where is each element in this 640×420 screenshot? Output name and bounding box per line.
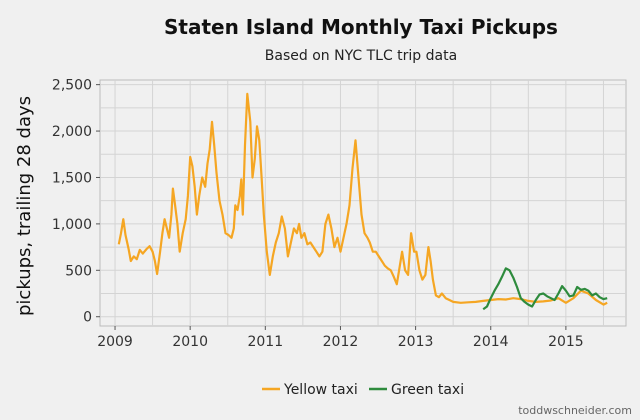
x-tick-label: 2015 [548,334,584,350]
x-tick-label: 2014 [473,334,509,350]
x-tick-label: 2009 [97,334,133,350]
chart-subtitle: Based on NYC TLC trip data [265,48,457,64]
y-tick-label: 500 [65,263,92,279]
y-axis-ticks: 0 500 1,000 1,500 2,000 2,500 [52,78,100,326]
grid-lines [100,80,626,326]
y-tick-label: 0 [83,310,92,326]
x-tick-label: 2012 [323,334,359,350]
x-tick-label: 2011 [247,334,283,350]
y-tick-label: 1,000 [52,217,92,233]
y-axis-label: pickups, trailing 28 days [14,96,35,316]
series-lines [117,92,608,311]
x-tick-label: 2010 [172,334,208,350]
x-axis-ticks: 2009 2010 2011 2012 2013 2014 2015 [97,326,584,350]
plot-area [99,79,627,327]
y-tick-label: 2,500 [52,78,92,94]
series-line-yellow-taxi [117,92,608,306]
y-tick-label: 1,500 [52,170,92,186]
series-line-green-taxi [482,267,608,311]
x-tick-label: 2013 [398,334,434,350]
legend: Yellow taxi Green taxi [262,382,464,398]
legend-label-yellow-taxi: Yellow taxi [283,382,358,398]
source-credit: toddwschneider.com [518,404,632,417]
chart-title: Staten Island Monthly Taxi Pickups [164,15,558,39]
legend-label-green-taxi: Green taxi [391,382,464,398]
y-tick-label: 2,000 [52,124,92,140]
